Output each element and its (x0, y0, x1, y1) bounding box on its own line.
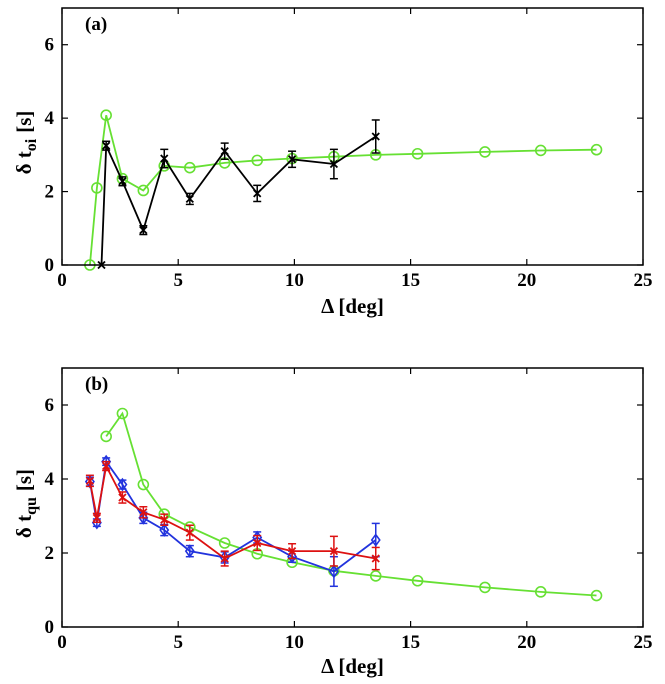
data-point (220, 147, 229, 156)
data-point (479, 146, 491, 158)
data-point (100, 109, 112, 122)
data-point (185, 528, 194, 537)
y-tick-label: 0 (45, 255, 55, 276)
y-axis-label-unit: [s] (12, 469, 36, 491)
data-point (118, 493, 127, 502)
data-point (411, 147, 424, 160)
data-point (371, 554, 380, 563)
x-tick-label: 20 (517, 632, 536, 653)
data-point (329, 547, 339, 556)
series-model (84, 109, 603, 271)
data-point (328, 564, 339, 579)
x-tick-label: 25 (634, 632, 653, 653)
data-point (116, 407, 129, 420)
y-axis-label-main: δ t (12, 151, 36, 174)
data-point (92, 513, 101, 522)
data-point (479, 581, 491, 594)
y-axis-label: δ toi [s] (12, 111, 40, 175)
data-point (287, 155, 297, 164)
data-point (185, 194, 194, 204)
data-point (137, 478, 150, 491)
data-point (91, 182, 103, 194)
y-tick-label: 2 (45, 543, 55, 564)
panel-label: (b) (85, 374, 108, 395)
y-tick-label: 6 (45, 395, 55, 416)
data-point (287, 547, 297, 556)
data-point (100, 430, 112, 443)
data-point (253, 538, 262, 548)
data-point (370, 533, 381, 547)
x-tick-label: 25 (634, 270, 653, 291)
data-point (160, 515, 169, 524)
panel-a: 0 5 10 15 20 25 0 2 4 6 (a) Δ [deg] δ toi [s] (12, 7, 653, 318)
data-point (590, 589, 603, 602)
data-point (220, 554, 229, 563)
data-point (184, 544, 195, 559)
data-point (329, 159, 339, 169)
series-observed-red (85, 460, 380, 571)
data-point (253, 189, 262, 198)
plot-frame (61, 7, 644, 266)
x-tick-label: 10 (285, 270, 304, 291)
panel-label: (a) (85, 14, 107, 35)
data-point (369, 570, 382, 582)
data-point (85, 476, 95, 485)
data-point (159, 523, 170, 537)
data-point (184, 161, 196, 174)
x-axis-label: Δ [deg] (321, 654, 384, 678)
x-axis-label: Δ [deg] (321, 294, 384, 318)
x-tick-label: 5 (173, 632, 183, 653)
x-tick-label: 20 (517, 270, 536, 291)
x-tick-label: 15 (401, 632, 420, 653)
series-line (89, 463, 376, 560)
data-point (118, 177, 127, 186)
panel-b: 0 5 10 15 20 25 0 2 4 6 (b) Δ [deg] δ tqu [s] (12, 367, 653, 678)
x-tick-label: 10 (285, 632, 304, 653)
data-point (160, 154, 169, 163)
y-tick-label: 4 (45, 469, 55, 490)
data-point (534, 586, 547, 598)
data-point (371, 132, 380, 141)
y-tick-label: 6 (45, 35, 55, 56)
y-axis-label-sub: oi (23, 138, 40, 151)
x-tick-label: 0 (57, 632, 67, 653)
data-point (590, 143, 603, 156)
series-line (105, 411, 597, 597)
data-point (137, 184, 150, 197)
data-point (139, 225, 148, 235)
x-tick-label: 5 (173, 270, 183, 291)
data-point (117, 477, 128, 492)
plot-frame (61, 367, 644, 628)
series-line (89, 114, 597, 266)
data-point (102, 141, 111, 150)
y-axis-label-unit: [s] (12, 111, 36, 133)
y-tick-label: 0 (45, 617, 55, 638)
y-axis-label-sub: qu (23, 497, 40, 515)
x-tick-label: 15 (401, 270, 420, 291)
y-tick-label: 2 (45, 182, 55, 203)
data-point (139, 508, 148, 517)
x-tick-label: 0 (57, 270, 67, 291)
data-point (411, 574, 424, 587)
data-point (218, 537, 231, 549)
data-point (251, 154, 264, 167)
y-tick-label: 4 (45, 108, 55, 129)
data-point (102, 461, 111, 471)
series-model (100, 407, 603, 602)
y-axis-label: δ tqu [s] (12, 469, 40, 538)
data-point (534, 144, 547, 157)
y-axis-label-main: δ t (12, 515, 36, 538)
